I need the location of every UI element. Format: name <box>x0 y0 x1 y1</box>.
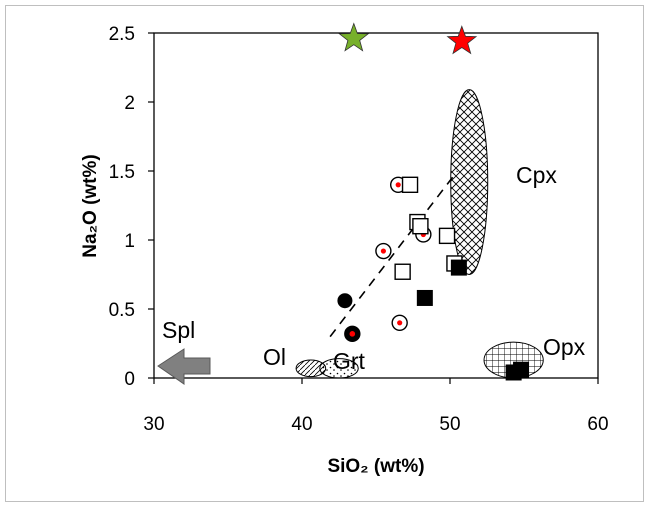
red-dot-center <box>349 331 356 337</box>
y-tick-label: 0 <box>124 369 135 390</box>
spl-label: Spl <box>162 317 195 343</box>
x-axis-label: SiO₂ (wt%) <box>327 456 424 477</box>
x-tick-label: 50 <box>439 414 460 435</box>
red-dot-center <box>395 182 401 188</box>
grt-label: Grt <box>333 348 366 374</box>
y-tick-label: 2 <box>124 93 135 114</box>
star-point <box>446 25 478 55</box>
open-square-point <box>401 176 419 194</box>
filled-circle-point <box>337 293 353 309</box>
open-square-point <box>412 217 429 235</box>
y-tick-label: 1.5 <box>109 162 135 183</box>
y-tick-label: 2.5 <box>109 24 135 45</box>
filled-square-point <box>416 289 433 306</box>
ol-label: Ol <box>263 344 286 370</box>
cpx-label: Cpx <box>516 162 557 188</box>
chart-frame <box>5 5 644 502</box>
trend-line <box>329 170 459 338</box>
star-point <box>338 22 370 52</box>
red-dot-center <box>397 320 403 326</box>
cpx-field <box>450 89 489 275</box>
y-tick-label: 1 <box>124 231 135 252</box>
open-square-point <box>394 263 411 280</box>
x-tick-label: 60 <box>587 414 608 435</box>
x-tick-label: 40 <box>291 414 312 435</box>
spl-arrow <box>157 348 211 385</box>
filled-square-point <box>450 259 467 276</box>
red-dot-center <box>380 248 386 254</box>
filled-square-point <box>513 361 530 378</box>
x-tick-label: 30 <box>143 414 164 435</box>
open-square-point <box>438 227 456 245</box>
opx-label: Opx <box>543 334 586 360</box>
plot-area <box>153 32 599 379</box>
y-tick-label: 0.5 <box>109 300 135 321</box>
y-axis-label: Na₂O (wt%) <box>80 154 101 257</box>
grt-field <box>319 358 359 379</box>
